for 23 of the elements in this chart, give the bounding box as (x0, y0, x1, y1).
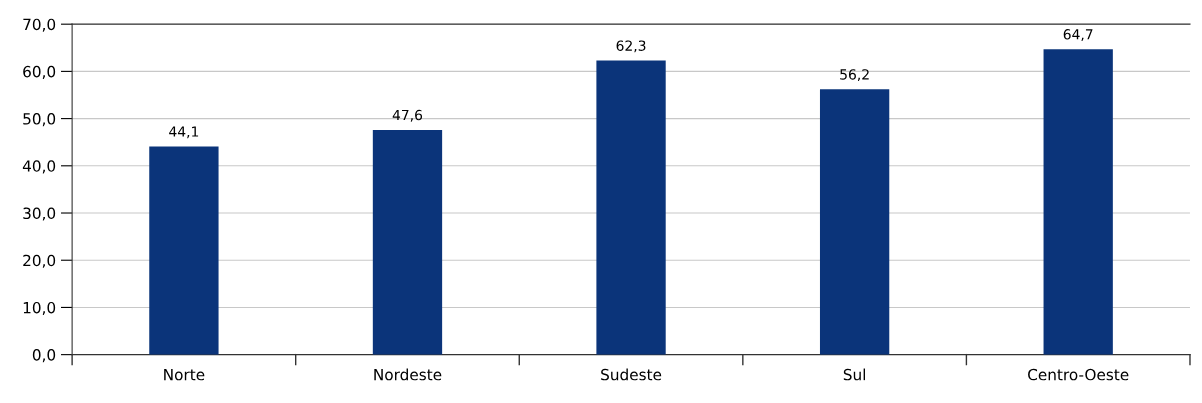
x-tick-label: Sul (843, 368, 865, 381)
data-label: 47,6 (392, 109, 423, 122)
bar (596, 60, 666, 355)
bar (819, 89, 890, 355)
y-tick-label: 40,0 (22, 160, 56, 174)
bar (372, 129, 443, 355)
x-tick-label: Nordeste (374, 368, 442, 381)
y-tick-label: 0,0 (32, 349, 56, 363)
bar (149, 146, 219, 355)
y-tick-label: 20,0 (23, 254, 56, 268)
data-label: 62,3 (616, 40, 646, 53)
x-tick-label: Norte (164, 369, 205, 381)
y-tick-label: 10,0 (23, 301, 56, 316)
data-label: 56,2 (840, 69, 869, 82)
x-tick-label: Sudeste (601, 368, 662, 381)
y-tick-label: 50,0 (23, 113, 56, 127)
x-tick-label: Centro-Oeste (1028, 368, 1129, 381)
data-label: 44,1 (169, 126, 199, 139)
y-tick-label: 30,0 (23, 207, 56, 221)
data-label: 64,7 (1063, 29, 1093, 41)
y-tick-label: 70,0 (23, 18, 56, 32)
y-tick-label: 60,0 (23, 65, 56, 79)
bar (1043, 49, 1113, 355)
